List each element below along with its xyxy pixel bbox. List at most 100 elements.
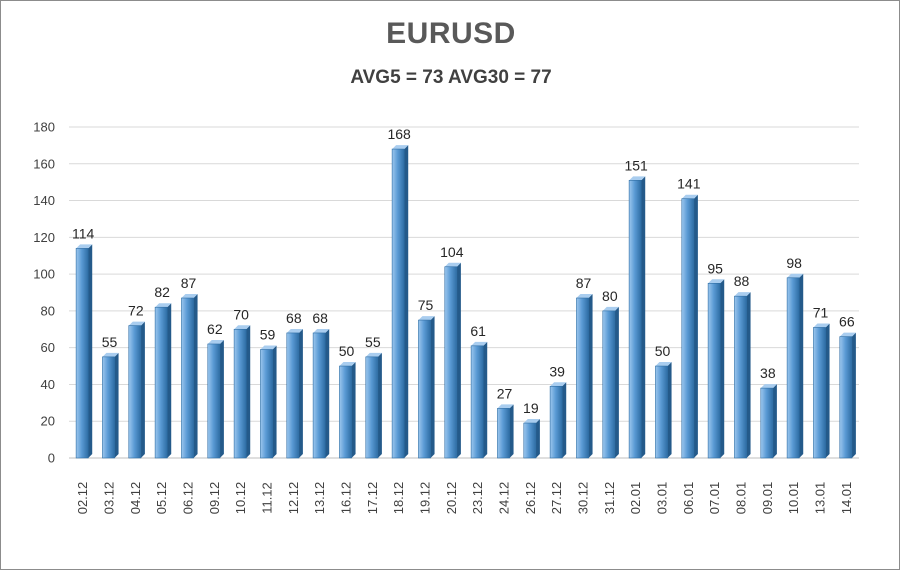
x-tick-label: 14.01 <box>839 482 854 515</box>
x-tick-label: 31.12 <box>602 482 617 515</box>
bar-top <box>444 262 461 267</box>
x-tick-label: 27.12 <box>549 482 564 515</box>
y-tick-label: 100 <box>33 267 55 282</box>
bar-side <box>246 325 251 458</box>
bar-side <box>825 323 830 458</box>
x-tick-label: 17.12 <box>365 482 380 515</box>
bar-side <box>535 419 540 458</box>
bar-top <box>576 294 593 299</box>
bar <box>813 327 826 459</box>
data-label: 55 <box>365 334 381 350</box>
y-tick-label: 160 <box>33 156 55 171</box>
bar <box>154 306 168 459</box>
bar-top <box>207 339 224 344</box>
chart-subtitle: AVG5 = 73 AVG30 = 77 <box>350 67 552 88</box>
bar-top <box>234 325 251 330</box>
x-tick-label: 11.12 <box>260 482 275 514</box>
x-tick-label: 10.12 <box>233 482 248 515</box>
data-label: 104 <box>440 244 464 260</box>
y-tick-label: 40 <box>41 377 55 392</box>
x-tick-label: 02.01 <box>628 482 643 515</box>
bar <box>497 408 510 459</box>
bar-top <box>839 332 856 337</box>
bar-side <box>377 352 382 458</box>
x-tick-label: 05.12 <box>154 482 169 515</box>
data-label: 168 <box>387 126 411 142</box>
bar <box>102 356 115 459</box>
bar <box>365 356 379 459</box>
data-label: 66 <box>839 314 855 330</box>
data-label: 95 <box>707 260 723 276</box>
bar-top <box>181 294 198 299</box>
x-tick-label: 03.01 <box>655 482 670 515</box>
data-label: 55 <box>102 334 118 350</box>
bar <box>523 422 537 459</box>
bar-side <box>325 328 330 458</box>
bar-side <box>772 384 777 458</box>
bar <box>470 345 484 459</box>
bar-side <box>298 328 303 458</box>
data-label: 39 <box>549 363 565 379</box>
bar <box>207 343 221 459</box>
data-label: 27 <box>497 385 513 401</box>
data-label: 151 <box>624 157 648 173</box>
bar-side <box>167 303 172 458</box>
bar-top <box>787 273 804 278</box>
chart-title: EURUSD <box>386 17 516 50</box>
bar-top <box>681 194 698 199</box>
bar-top <box>629 176 646 181</box>
bar-side <box>720 279 725 458</box>
data-label: 68 <box>286 310 302 326</box>
x-axis: 02.12 03.12 04.12 05.12 06.12 09.12 10.12 11.12… <box>75 482 854 515</box>
bar <box>260 349 273 459</box>
bar <box>655 365 668 459</box>
bar-side <box>562 382 567 458</box>
data-label: 70 <box>233 306 249 322</box>
data-label: 68 <box>312 310 328 326</box>
data-label: 19 <box>523 400 539 416</box>
bar-side <box>193 294 198 458</box>
bar-top <box>339 362 356 367</box>
data-label: 98 <box>786 255 802 271</box>
data-label: 62 <box>207 321 223 337</box>
y-tick-label: 80 <box>41 303 55 318</box>
bar <box>786 277 800 459</box>
y-axis: 0 20 40 60 80 100 120 140 160 180 <box>33 120 55 466</box>
data-label: 59 <box>260 327 276 343</box>
bar-side <box>351 362 356 458</box>
bar-top <box>655 362 672 367</box>
bar-top <box>418 316 435 321</box>
x-tick-label: 26.12 <box>523 482 538 515</box>
bar-top <box>128 321 145 326</box>
bars <box>75 145 856 459</box>
data-labels: 114 55 72 82 87 62 70 59 68 68 50 55 168 75 104 61 27 19 3… <box>72 126 855 416</box>
bar <box>75 248 89 459</box>
bar-side <box>456 262 461 458</box>
bar <box>760 387 774 459</box>
bar <box>286 332 300 459</box>
bar-side <box>641 176 646 459</box>
data-label: 61 <box>470 323 486 339</box>
x-tick-label: 04.12 <box>128 482 143 515</box>
bar <box>549 385 563 459</box>
bar <box>444 266 458 459</box>
x-tick-label: 19.12 <box>418 482 433 515</box>
bar-top <box>313 328 330 333</box>
data-label: 87 <box>576 275 592 291</box>
bar-top <box>550 382 567 387</box>
bar-side <box>693 194 698 458</box>
bar <box>707 283 721 459</box>
bar-side <box>430 316 435 458</box>
x-tick-label: 20.12 <box>444 482 459 515</box>
bar <box>128 325 142 459</box>
bar <box>628 180 642 459</box>
bar-top <box>813 323 830 328</box>
bar <box>418 319 431 459</box>
x-tick-label: 07.01 <box>707 482 722 515</box>
y-tick-label: 180 <box>33 120 55 135</box>
data-label: 38 <box>760 365 776 381</box>
bar-top <box>734 292 751 297</box>
bar-side <box>114 352 119 458</box>
bar-side <box>509 404 514 458</box>
x-tick-label: 02.12 <box>75 482 90 515</box>
